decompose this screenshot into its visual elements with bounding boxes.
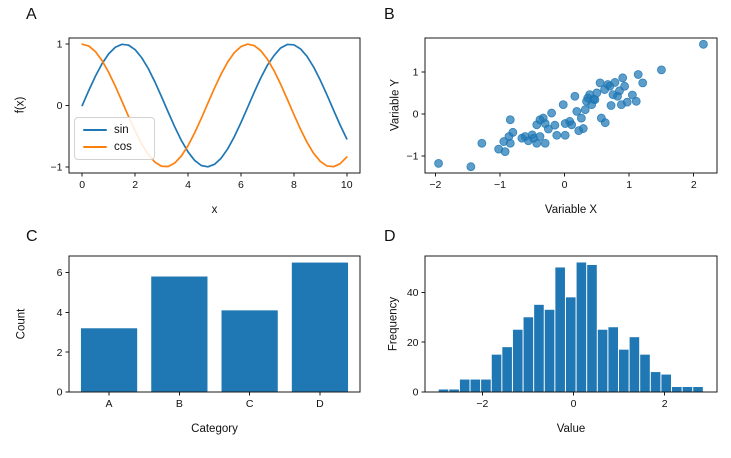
svg-text:0: 0 [571,398,577,410]
svg-text:0: 0 [57,100,63,112]
plot-frame [68,37,361,174]
bar-D [291,262,349,392]
svg-text:40: 40 [407,287,419,299]
plot-frame [424,255,718,393]
svg-text:0: 0 [562,179,568,191]
panel-a-axes: 0 2 4 6 8 10 −1 0 1 [51,37,361,191]
panel-a-label: A [26,6,37,23]
bar-C [221,310,278,392]
svg-text:C: C [246,398,254,410]
panel-d-xaxis-label: Value [556,423,586,435]
svg-text:1: 1 [413,67,419,79]
svg-text:8: 8 [291,179,297,191]
cos-line-swatch [83,145,107,148]
svg-text:6: 6 [57,267,63,279]
svg-text:A: A [106,398,113,410]
panel-d-label: D [384,228,396,245]
svg-text:0: 0 [413,108,419,120]
svg-text:1: 1 [626,179,632,191]
bar-B [151,276,208,392]
svg-text:D: D [316,398,324,410]
svg-text:−1: −1 [407,150,419,162]
svg-text:2: 2 [132,179,138,191]
category-bars [80,262,349,392]
tick-marks [65,43,348,177]
svg-text:2: 2 [57,347,63,359]
svg-text:1: 1 [57,39,63,51]
cos-line [81,43,348,168]
panel-b-label: B [384,6,395,23]
svg-text:−1: −1 [494,179,506,191]
panel-c-axes: A B C D 0 2 4 6 [57,255,361,410]
panel-a-legend: sin cos [74,117,155,160]
panel-c-label: C [26,228,38,245]
legend-entry-sin: sin [83,124,146,136]
svg-text:20: 20 [407,337,419,349]
plot-frame [424,37,718,174]
svg-text:2: 2 [691,179,697,191]
sin-line-swatch [83,129,107,132]
panel-a-xaxis-label: x [211,204,218,216]
scatter-points [434,39,708,172]
svg-text:4: 4 [185,179,191,191]
svg-text:−2: −2 [476,398,488,410]
panel-c-yaxis-label: Count [15,308,28,340]
svg-text:2: 2 [662,398,668,410]
tick-marks [65,272,321,396]
panel-b-xaxis-label: Variable X [544,204,598,216]
legend-label-cos: cos [114,140,132,153]
panel-d-yaxis-label: Frequency [387,296,400,352]
panel-c-xaxis-label: Category [191,423,238,435]
svg-text:0: 0 [79,179,85,191]
tick-labels: 0 2 4 6 8 10 −1 0 1 [51,39,353,191]
tick-marks [421,291,666,396]
svg-text:6: 6 [238,179,244,191]
svg-text:0: 0 [413,387,419,399]
legend-entry-cos: cos [83,141,146,153]
svg-text:−2: −2 [429,179,441,191]
panel-a-yaxis-label: f(x) [14,96,27,114]
svg-text:4: 4 [57,307,63,319]
tick-labels: −2 −1 0 1 2 −1 0 1 [407,67,697,191]
plot-frame [68,255,361,393]
panel-b-axes: −2 −1 0 1 2 −1 0 1 [407,37,718,191]
tick-marks [421,71,695,177]
sin-line [81,43,348,168]
panel-b-yaxis-label: Variable Y [389,79,402,131]
legend-label-sin: sin [114,124,129,137]
tick-labels: A B C D 0 2 4 6 [57,267,324,410]
svg-text:0: 0 [57,387,63,399]
histogram-bars [438,262,703,392]
svg-text:−1: −1 [51,161,63,173]
bar-A [80,328,138,392]
svg-text:B: B [176,398,183,410]
svg-text:10: 10 [341,179,353,191]
